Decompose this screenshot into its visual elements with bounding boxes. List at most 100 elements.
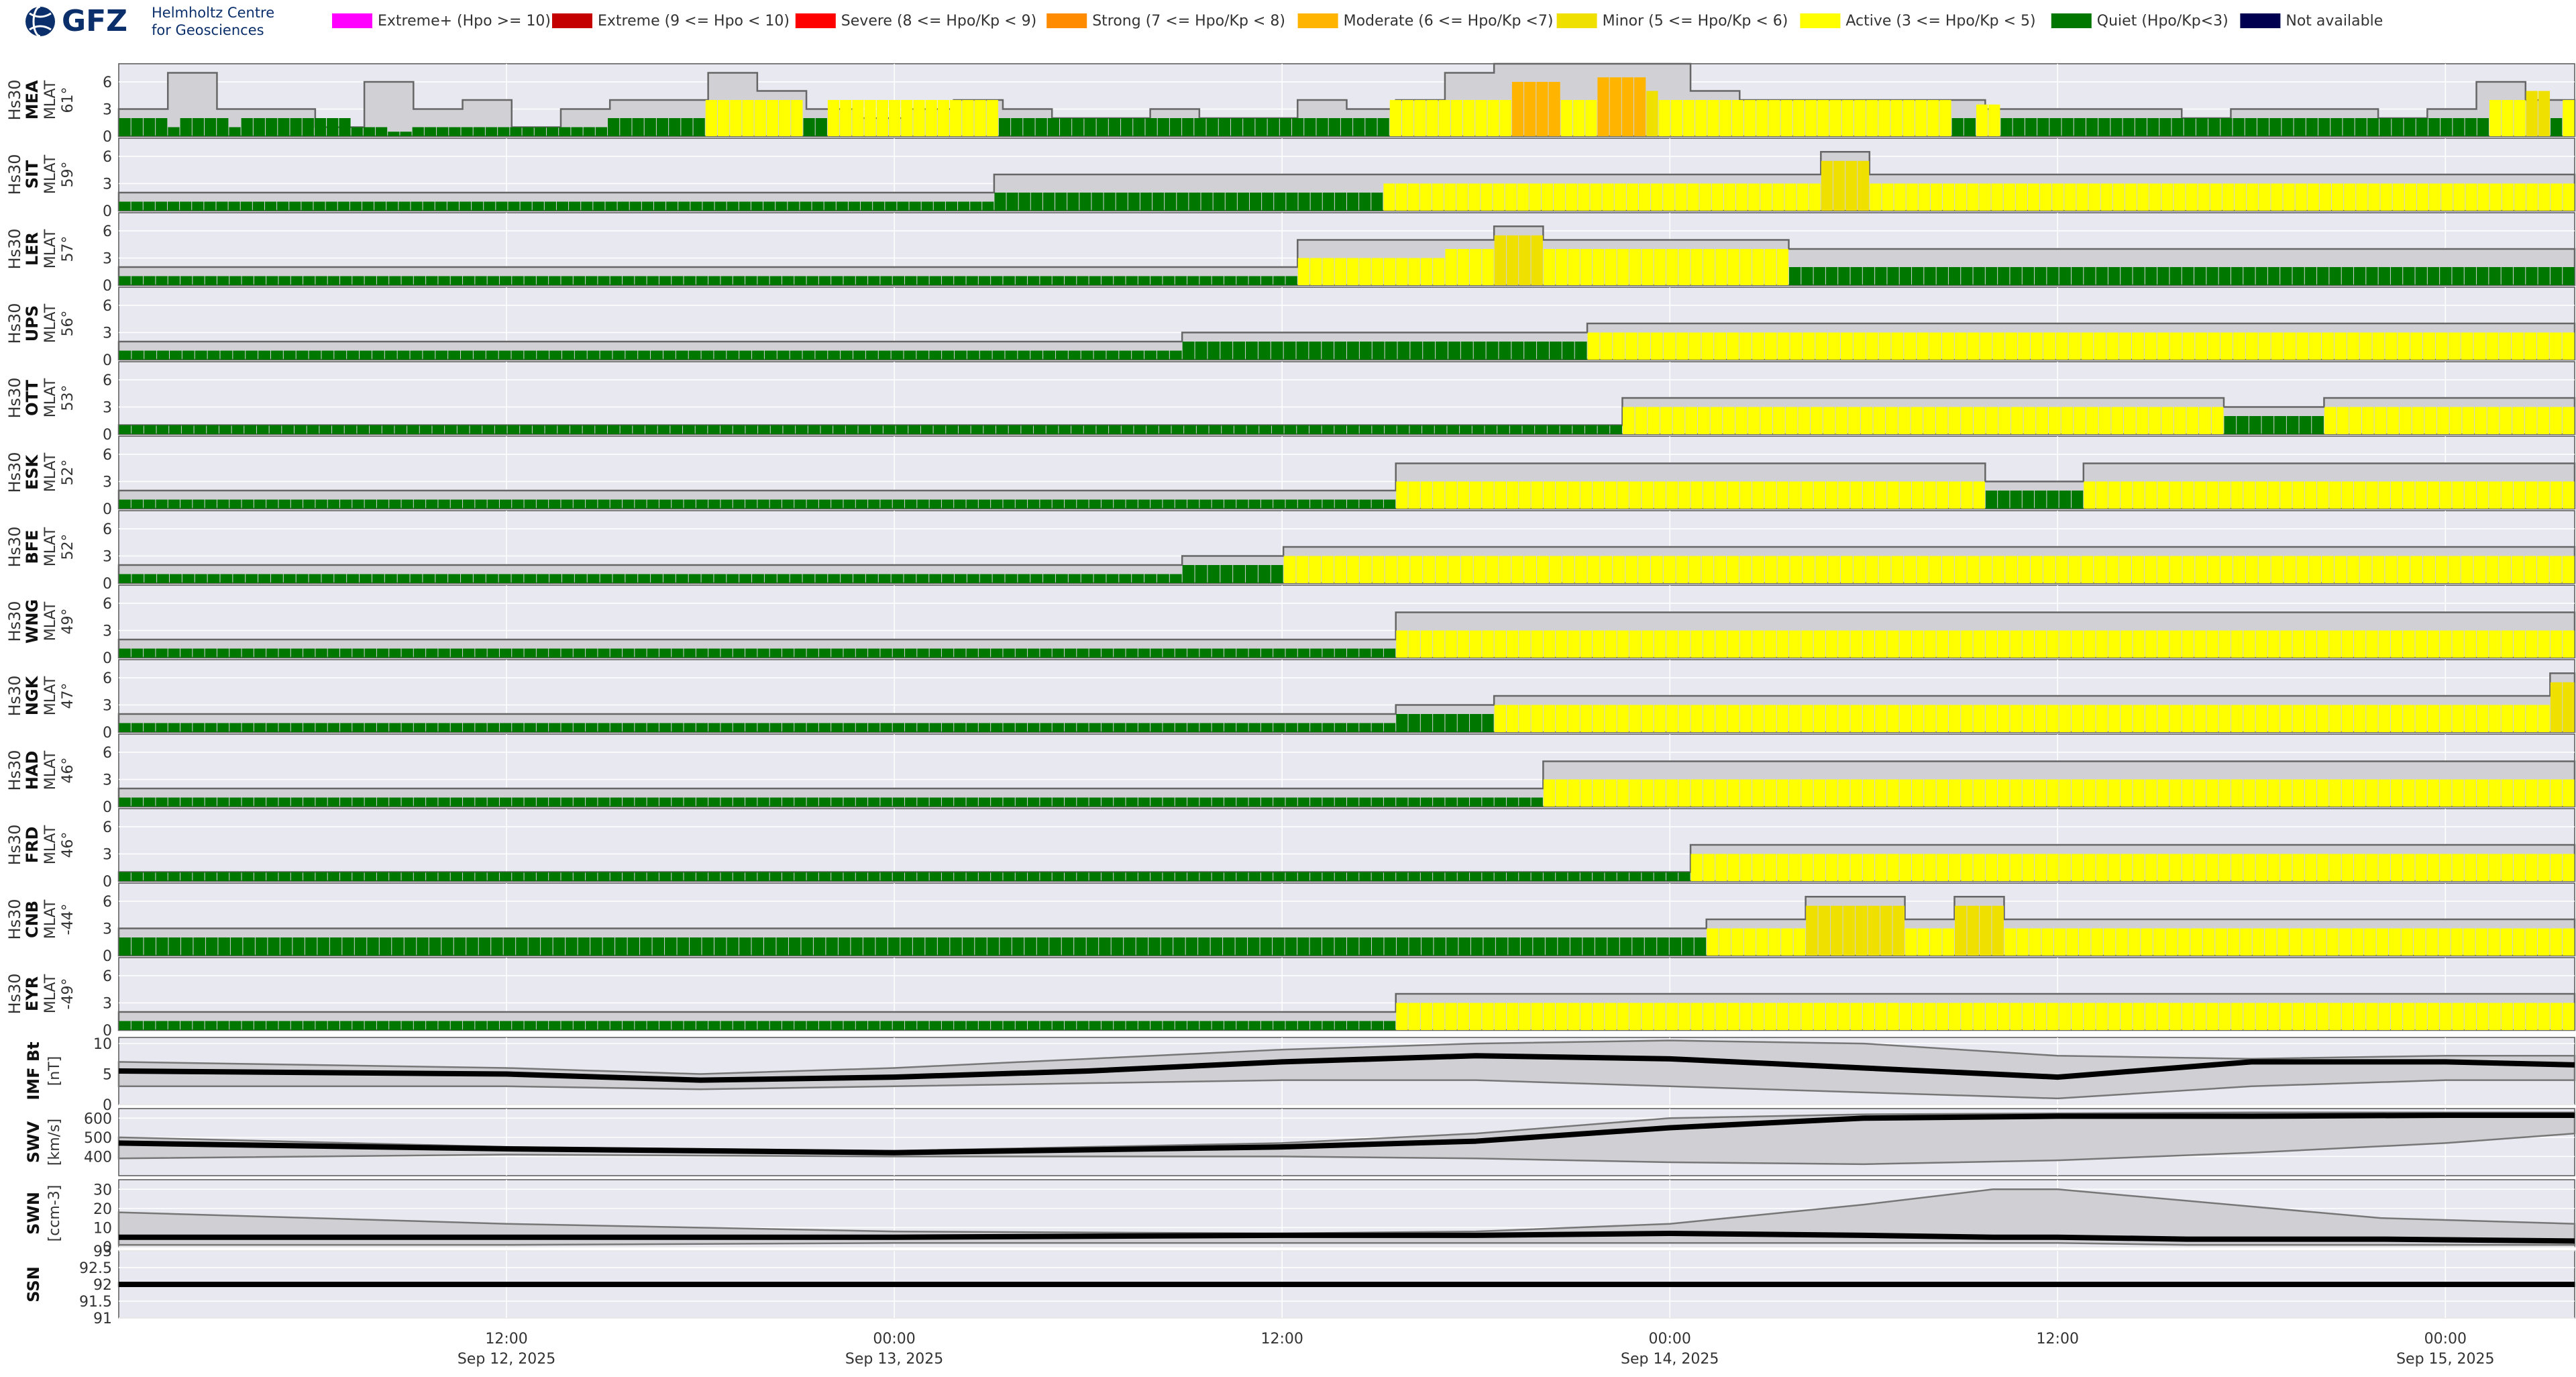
hs30-bar (473, 350, 486, 360)
hs30-bar (2059, 779, 2071, 807)
hs30-bar (2149, 183, 2161, 211)
hs30-bar (657, 425, 670, 434)
hs30-bar (880, 648, 892, 658)
hs30-bar (156, 937, 168, 956)
hs30-bar (339, 276, 352, 285)
hs30-bar (1433, 872, 1445, 881)
hs30-bar (1018, 193, 1030, 211)
hs30-bar (270, 574, 283, 583)
hs30-bar (1850, 267, 1862, 285)
hs30-bar (1285, 723, 1297, 732)
hs30-bar (2416, 118, 2428, 136)
hs30-bar (258, 574, 270, 583)
hs30-bar (1619, 937, 1632, 956)
mlat-value: 61° (60, 87, 76, 113)
hs30-bar (1776, 481, 1788, 509)
hs30-bar (2255, 854, 2267, 881)
hs30-bar (1396, 258, 1408, 285)
hs30-bar (1825, 267, 1838, 285)
hs30-bar (401, 1021, 413, 1030)
hs30-bar (1359, 723, 1371, 732)
hs30-bar (1979, 183, 1991, 211)
hs30-bar (1823, 407, 1835, 434)
hs30-bar (1322, 193, 1334, 211)
hs30-bar (1992, 332, 2005, 360)
hs30-bar (2538, 928, 2550, 956)
hs30-bar (283, 350, 296, 360)
hs30-bar (651, 574, 663, 583)
hs30-bar (1089, 499, 1101, 509)
hs30-bar (2121, 267, 2133, 285)
hs30-bar (1273, 276, 1285, 285)
hs30-bar (2477, 779, 2489, 807)
hs30-bar (1494, 705, 1506, 732)
hs30-bar (991, 276, 1003, 285)
hs30-bar (2501, 854, 2513, 881)
hs30-bar (905, 499, 917, 509)
hs30-bar (571, 127, 583, 136)
hs30-bar (1666, 1003, 1678, 1030)
hs30-bar (1260, 937, 1273, 956)
hs30-bar (2372, 556, 2385, 583)
hs30-bar (708, 276, 720, 285)
hs30-bar (954, 499, 966, 509)
hs30-bar (1499, 100, 1511, 136)
hs30-bar (794, 276, 806, 285)
hs30-bar (1891, 556, 1904, 583)
hs30-bar (1101, 1021, 1114, 1030)
mlat-label: MLAT (42, 154, 59, 194)
hs30-bar (623, 276, 635, 285)
hs30-bar (2488, 928, 2500, 956)
hs30-bar (303, 723, 315, 732)
hs30-bar (435, 574, 448, 583)
hs30-bar (1961, 854, 1973, 881)
hs30-bar (156, 723, 168, 732)
hs30-bar (929, 797, 941, 807)
hs30-bar (1396, 797, 1408, 807)
hs30-bar (426, 797, 438, 807)
y-tick-label: 0 (103, 1023, 112, 1039)
station-code: ESK (23, 454, 42, 490)
y-tick-label: 10 (93, 1220, 112, 1237)
hs30-bar (1850, 779, 1862, 807)
hs30-bar (1119, 574, 1132, 583)
hs30-bar (586, 648, 598, 658)
hs30-bar (438, 723, 450, 732)
hs30-bar (1923, 407, 1935, 434)
hs30-bar (1175, 1021, 1187, 1030)
hs30-bar (1138, 1021, 1150, 1030)
hs30-bar (1389, 100, 1401, 136)
hs30-bar (1961, 407, 1973, 434)
hs30-bar (2514, 183, 2526, 211)
hs30-bar (278, 648, 290, 658)
hs30-bar (1902, 100, 1915, 136)
hs30-bar (1292, 118, 1304, 136)
hs30-bar (2427, 705, 2440, 732)
hs30-bar (573, 1021, 586, 1030)
hs30-bar (1316, 118, 1328, 136)
hs30-bar (806, 872, 818, 881)
hs30-bar (578, 937, 590, 956)
hs30-bar (962, 937, 975, 956)
hs30-bar (2206, 854, 2218, 881)
hs30-bar (1519, 1003, 1531, 1030)
hs30-bar (659, 797, 672, 807)
hs30-bar (954, 723, 966, 732)
hs30-bar (1089, 872, 1101, 881)
hs30-bar (625, 350, 638, 360)
hs30-bar (2344, 183, 2356, 211)
hs30-bar (1629, 630, 1642, 658)
hs30-bar (2294, 118, 2306, 136)
hs30-bar (2292, 267, 2304, 285)
hs30-bar (2366, 705, 2378, 732)
hs30-bar (1015, 723, 1028, 732)
hs30-bar (2440, 1003, 2452, 1030)
hs30-bar (1397, 425, 1409, 434)
gfz-logo[interactable]: GFZ Helmholtz Centre for Geosciences (25, 4, 274, 38)
hs30-bar (1924, 779, 1936, 807)
hs30-bar (2108, 854, 2121, 881)
hs30-bar (2290, 928, 2302, 956)
hs30-bar (2427, 267, 2440, 285)
hs30-bar (411, 201, 423, 211)
